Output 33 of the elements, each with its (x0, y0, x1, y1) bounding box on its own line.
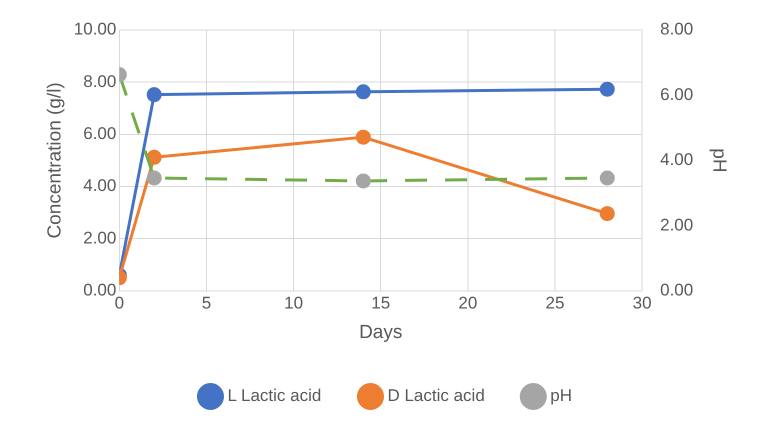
y2-axis-title: pH (708, 148, 730, 173)
legend-label: pH (550, 386, 572, 406)
point (146, 87, 162, 102)
point (146, 150, 162, 165)
point (356, 130, 371, 145)
y2-tick-label: 0.00 (660, 280, 694, 300)
legend-label: D Lactic acid (387, 386, 485, 406)
legend-label: L Lactic acid (227, 386, 322, 406)
x-axis-title: Days (359, 322, 402, 343)
x-tick-label: 0 (114, 294, 124, 313)
y2-tick-label: 4.00 (660, 150, 694, 170)
x-tick-label: 5 (202, 294, 212, 313)
y-tick-label: 6.00 (83, 124, 116, 144)
point (600, 206, 615, 222)
y-tick-label: 0.00 (83, 280, 116, 300)
y-tick-label: 2.00 (83, 228, 116, 248)
y2-tick-label: 2.00 (660, 215, 694, 234)
point (356, 173, 371, 188)
x-tick-label: 15 (371, 294, 390, 313)
y-tick-label: 10.00 (74, 20, 116, 39)
x-tick-label: 10 (284, 294, 304, 313)
point (600, 82, 615, 97)
x-tick-label: 30 (632, 294, 652, 313)
y-tick-label: 4.00 (83, 176, 116, 196)
x-tick-label: 25 (546, 294, 564, 313)
point (356, 84, 371, 100)
point (146, 170, 162, 186)
x-tick-label: 20 (458, 294, 478, 313)
y-tick-label: 8.00 (83, 72, 116, 91)
point (600, 170, 615, 186)
y2-tick-label: 8.00 (660, 20, 694, 39)
y-axis-title: Concentration (g/l) (44, 82, 66, 239)
y2-tick-label: 6.00 (660, 84, 694, 104)
